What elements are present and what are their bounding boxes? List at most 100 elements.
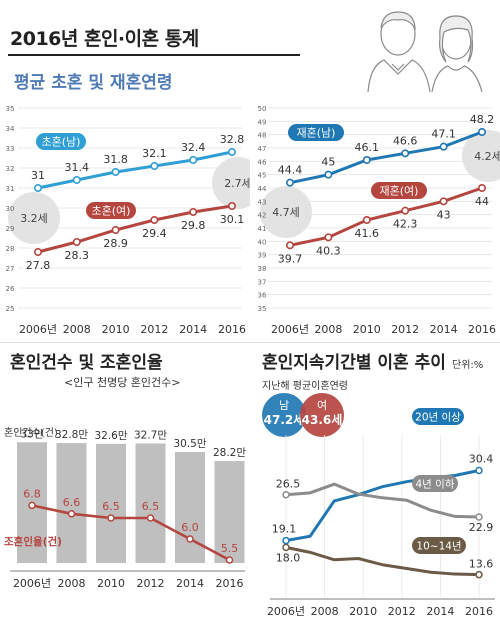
x-tick-label: 2006년 [267,605,305,618]
series-start-label: 19.1 [272,523,297,536]
series-badge [412,537,466,554]
remarriage-age-chart: 35 36 37 38 39 40 41 42 43 44 45 46 47 48 49 50 2006년 200… [258,105,500,336]
data-point [362,216,371,225]
y-tick-label: 30 [6,205,15,213]
data-label: 32.8 [220,133,245,146]
data-label: 39.7 [278,252,303,265]
data-label: 28.3 [65,249,90,262]
data-point [401,206,410,215]
series-start-label: 26.5 [276,478,301,491]
bar-value-label: 32.7만 [134,429,167,441]
y-tick-label: 35 [258,305,267,313]
data-point [228,202,237,211]
title-underline [8,54,300,56]
age-section-title: 평균 초혼 및 재혼연령 [14,73,173,93]
x-tick-label: 2010 [102,323,130,336]
bar-value-label: 32.6만 [94,430,127,442]
marriage-section-title: 혼인건수 및 조혼인율 [10,353,163,373]
data-point [150,216,159,225]
y-tick-label: 32 [6,165,15,173]
data-label: 43 [437,208,451,221]
rate-value-label: 6.6 [63,496,81,509]
data-point [439,197,448,206]
data-point [189,208,198,217]
data-point [285,241,294,250]
bar-value-label: 33만 [20,428,43,440]
series-line [289,130,483,185]
x-tick-label: 2016 [218,323,246,336]
data-point [401,149,410,158]
series-line [37,204,233,254]
rate-value-label: 6.5 [142,500,160,513]
data-point [150,162,159,171]
data-label: 46.1 [355,141,380,154]
rate-line [31,504,231,562]
bar-value-label: 30.5만 [173,438,206,450]
data-label: 32.1 [142,147,167,160]
data-label: 28.9 [103,237,128,250]
data-point [72,176,81,185]
data-point [439,142,448,151]
marriage-section-subtitle: <인구 천명당 혼인건수> [64,376,181,389]
bar-value-label: 32.8만 [55,429,88,441]
data-point [72,238,81,247]
y-tick-label: 29 [6,225,15,233]
data-label: 29.4 [142,227,167,240]
data-point [33,184,42,193]
data-point [478,184,487,193]
series-badge-label: 재혼(여) [380,185,419,198]
series-end-point [475,570,483,579]
data-label: 41.6 [355,227,380,240]
y-tick-label: 49 [258,118,267,126]
couple-illustration [367,11,483,92]
avg-badge-name: 여 [317,399,327,412]
y-tick-label: 45 [258,172,267,180]
y-tick-label: 36 [258,292,267,300]
x-tick-label: 2012 [388,605,416,618]
rate-value-label: 5.5 [221,542,239,555]
data-point [189,155,198,164]
x-tick-label: 2006년 [13,577,51,590]
x-tick-label: 2014 [176,577,204,590]
rate-series-label: 조혼인율(건) [4,535,62,548]
series-end-label: 30.4 [469,453,494,466]
gap-circle-left [260,186,312,238]
x-tick-label: 2016 [216,577,244,590]
y-tick-label: 38 [258,265,267,273]
avg-age-label: 지난해 평균이혼연령 [262,379,348,392]
rate-point [186,535,194,543]
data-point [324,233,333,242]
y-tick-label: 46 [258,158,267,166]
data-label: 31.4 [65,161,90,174]
divorce-section-title: 혼인지속기간별 이혼 추이 [262,353,446,373]
series-end-label: 13.6 [469,558,494,571]
series-badge [86,202,136,219]
page-title: 2016년 혼인·이혼 통계 [10,28,199,50]
avg-badge-name: 남 [279,399,289,412]
data-point [228,147,237,156]
gap-label-right: 2.7세 [224,177,250,190]
x-tick-label: 2008 [311,605,339,618]
avg-badge-circle [262,393,306,437]
x-tick-label: 2012 [391,323,419,336]
x-tick-label: 2006년 [19,323,57,336]
data-point [111,226,120,235]
x-tick-label: 2008 [63,323,91,336]
data-point [33,248,42,257]
rate-point [225,556,234,564]
series-badge [36,133,86,150]
avg-badge-value: 43.6세 [302,412,343,427]
avg-badge-circle [300,393,344,437]
x-tick-label: 2008 [314,323,342,336]
series-badge-label: 10~14년 [416,541,461,553]
data-label: 32.4 [181,141,206,154]
series-end-label: 22.9 [469,521,494,534]
y-tick-label: 48 [258,132,267,140]
bar-axis-label: 혼인건수(건) [4,426,58,439]
y-tick-label: 26 [6,285,15,293]
gap-label-left: 4.7세 [272,206,300,219]
gap-label-right: 4.2세 [474,150,500,163]
divorce-unit: 단위:% [452,360,484,371]
y-tick-label: 44 [258,185,267,193]
